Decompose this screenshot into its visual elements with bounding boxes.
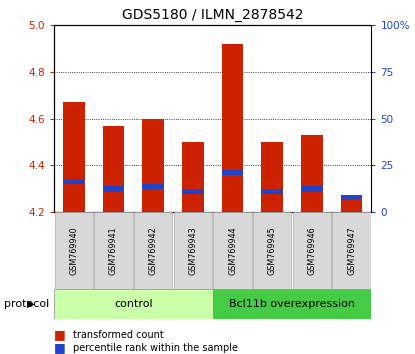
Bar bbox=[94, 212, 133, 289]
Bar bbox=[301, 186, 323, 192]
Text: ■: ■ bbox=[54, 328, 66, 341]
Text: transformed count: transformed count bbox=[73, 330, 164, 339]
Text: GSM769945: GSM769945 bbox=[268, 226, 277, 275]
Text: protocol: protocol bbox=[4, 298, 49, 309]
Bar bbox=[173, 212, 212, 289]
Text: GSM769941: GSM769941 bbox=[109, 226, 118, 275]
Bar bbox=[213, 289, 371, 319]
Text: GSM769944: GSM769944 bbox=[228, 226, 237, 275]
Bar bbox=[341, 195, 362, 200]
Bar bbox=[54, 289, 213, 319]
Title: GDS5180 / ILMN_2878542: GDS5180 / ILMN_2878542 bbox=[122, 8, 303, 22]
Bar bbox=[332, 212, 371, 289]
Bar bbox=[142, 184, 164, 189]
Text: GSM769946: GSM769946 bbox=[308, 226, 316, 275]
Bar bbox=[182, 142, 204, 212]
Bar bbox=[213, 212, 252, 289]
Bar bbox=[301, 135, 323, 212]
Text: control: control bbox=[114, 298, 153, 309]
Text: GSM769943: GSM769943 bbox=[188, 226, 198, 275]
Bar bbox=[253, 212, 291, 289]
Bar bbox=[54, 212, 93, 289]
Bar bbox=[63, 179, 85, 184]
Bar bbox=[261, 189, 283, 194]
Text: GSM769947: GSM769947 bbox=[347, 226, 356, 275]
Bar bbox=[293, 212, 331, 289]
Text: Bcl11b overexpression: Bcl11b overexpression bbox=[229, 298, 355, 309]
Text: percentile rank within the sample: percentile rank within the sample bbox=[73, 343, 238, 353]
Bar bbox=[222, 170, 244, 175]
Bar bbox=[103, 126, 124, 212]
Bar bbox=[182, 189, 204, 194]
Bar bbox=[341, 196, 362, 212]
Bar bbox=[103, 186, 124, 192]
Text: ▶: ▶ bbox=[27, 298, 35, 309]
Text: GSM769940: GSM769940 bbox=[69, 226, 78, 275]
Bar bbox=[134, 212, 172, 289]
Text: GSM769942: GSM769942 bbox=[149, 226, 158, 275]
Bar bbox=[142, 119, 164, 212]
Bar bbox=[63, 102, 85, 212]
Bar bbox=[261, 142, 283, 212]
Bar bbox=[222, 44, 244, 212]
Text: ■: ■ bbox=[54, 341, 66, 354]
